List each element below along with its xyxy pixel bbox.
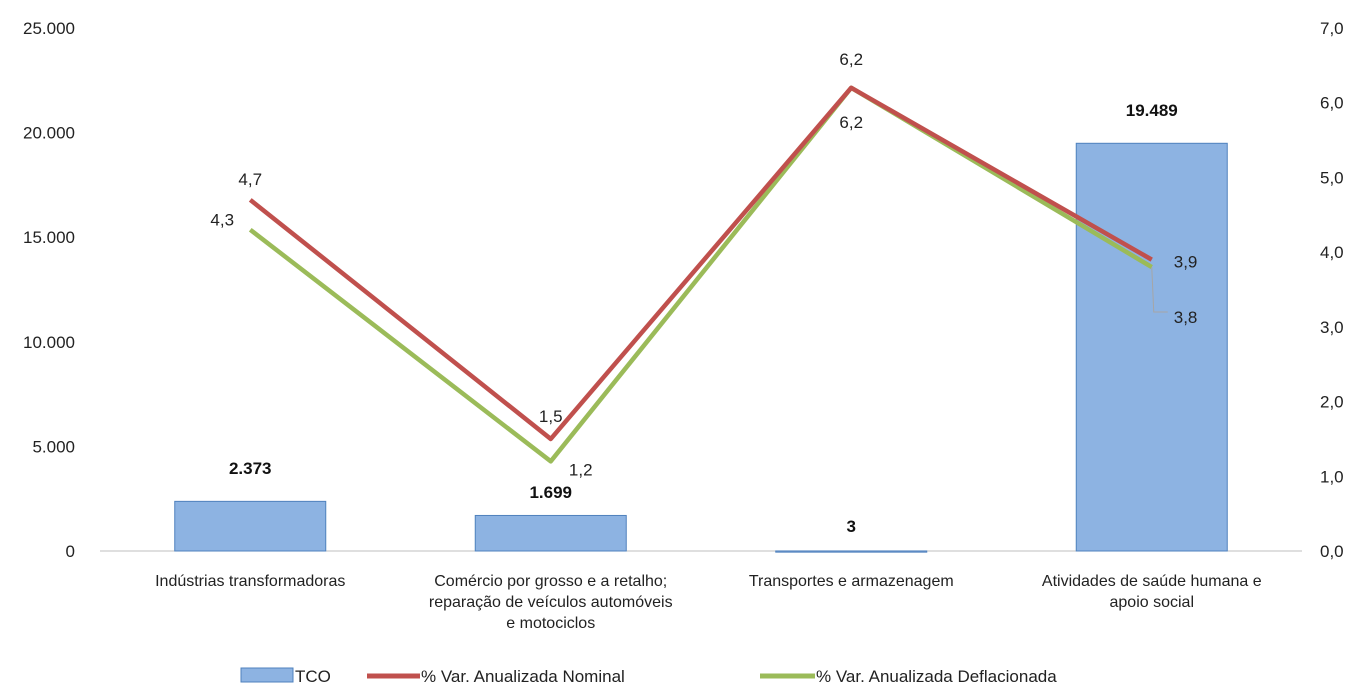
y-right-tick-label: 1,0 (1320, 467, 1344, 486)
bar-tco (1075, 142, 1228, 552)
line-data-label: 4,3 (210, 211, 234, 230)
y-right-tick-label: 5,0 (1320, 168, 1344, 187)
y-right-tick-label: 2,0 (1320, 393, 1344, 412)
y-left-tick-label: 25.000 (23, 19, 75, 38)
line-series-group (248, 85, 1168, 464)
left-axis: 0 5.000 10.000 15.000 20.000 25.000 (23, 19, 75, 561)
y-right-tick-label: 3,0 (1320, 318, 1344, 337)
line-data-label: 4,7 (238, 170, 262, 189)
bar-series (174, 142, 1228, 553)
legend-label-tco: TCO (295, 667, 331, 686)
bar-tco (474, 514, 627, 552)
y-right-tick-label: 6,0 (1320, 94, 1344, 113)
bar-data-label: 2.373 (229, 459, 272, 478)
y-right-tick-label: 0,0 (1320, 542, 1344, 561)
bar-tco (775, 550, 928, 553)
bar-data-label: 3 (847, 517, 856, 536)
bar-data-label: 19.489 (1126, 101, 1178, 120)
legend-label-line: % Var. Anualizada Nominal (421, 667, 625, 686)
category-label: Comércio por grosso e a retalho; (434, 573, 667, 590)
category-label: e motociclos (506, 615, 595, 632)
line-data-label: 3,8 (1174, 308, 1198, 327)
label-leader-line (1151, 267, 1168, 313)
y-left-tick-label: 15.000 (23, 228, 75, 247)
bar-tco (174, 500, 327, 552)
line-data-label: 3,9 (1174, 253, 1198, 272)
line-nominal (248, 85, 1153, 442)
category-label: Atividades de saúde humana e (1042, 573, 1262, 590)
legend: TCO % Var. Anualizada Nominal % Var. Anual… (240, 667, 1057, 686)
line-data-labels: 4,7 1,5 6,2 3,9 4,3 1,2 6,2 3,8 (210, 50, 1197, 480)
legend-label-line: % Var. Anualizada Deflacionada (816, 667, 1057, 686)
line-data-label: 1,2 (569, 460, 593, 479)
y-left-tick-label: 5.000 (32, 437, 75, 456)
line-deflacionada (248, 85, 1153, 464)
y-left-tick-label: 0 (66, 542, 75, 561)
bar-data-label: 1.699 (529, 483, 572, 502)
y-right-tick-label: 4,0 (1320, 243, 1344, 262)
y-left-tick-label: 10.000 (23, 333, 75, 352)
category-label: reparação de veículos automóveis (429, 594, 673, 611)
category-label: Transportes e armazenagem (749, 573, 954, 590)
line-data-label: 1,5 (539, 407, 563, 426)
line-data-label: 6,2 (839, 113, 863, 132)
y-right-tick-label: 7,0 (1320, 19, 1344, 38)
category-label: Indústrias transformadoras (155, 573, 345, 590)
right-axis: 0,0 1,0 2,0 3,0 4,0 5,0 6,0 7,0 (1320, 19, 1344, 561)
legend-swatch-tco (240, 667, 294, 683)
line-data-label: 6,2 (839, 50, 863, 69)
bar-data-labels: 2.373 1.699 3 19.489 (229, 101, 1178, 536)
category-axis-labels: Indústrias transformadoras Comércio por g… (155, 573, 1262, 632)
y-left-tick-label: 20.000 (23, 124, 75, 143)
category-label: apoio social (1110, 594, 1195, 611)
